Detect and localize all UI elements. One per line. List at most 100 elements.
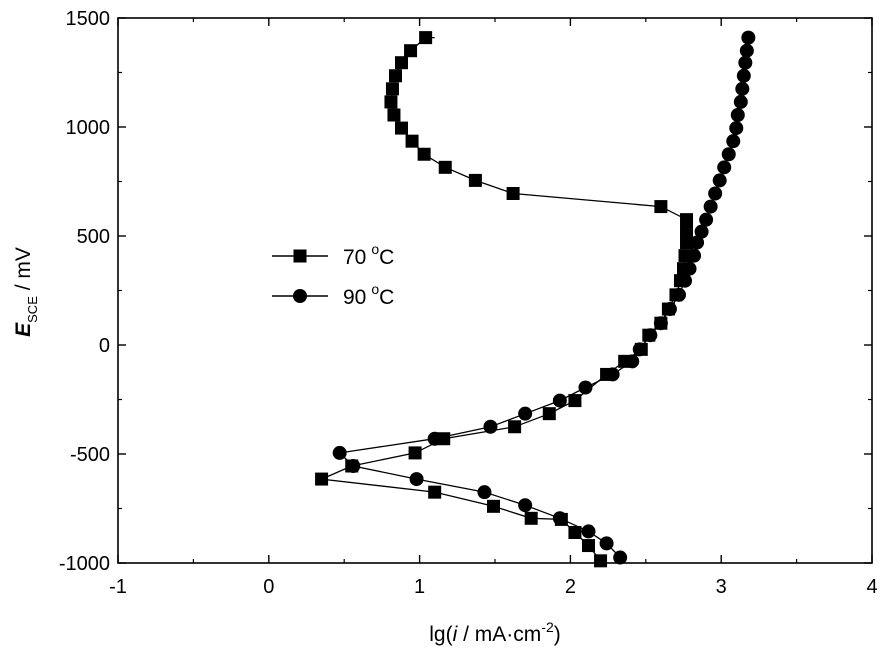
data-point-square bbox=[680, 213, 694, 227]
data-point-circle bbox=[741, 30, 756, 45]
data-point-square bbox=[486, 499, 500, 513]
data-point-circle bbox=[712, 173, 727, 188]
data-point-circle bbox=[653, 316, 668, 331]
data-point-circle bbox=[632, 342, 647, 357]
data-point-circle bbox=[552, 511, 567, 526]
data-point-square bbox=[405, 134, 419, 148]
data-point-square bbox=[542, 407, 556, 421]
data-point-circle bbox=[518, 498, 533, 513]
data-point-square bbox=[568, 525, 582, 539]
data-point-square bbox=[438, 160, 452, 174]
legend-degree-70: o bbox=[371, 241, 379, 257]
legend-label-90: 90 oC bbox=[343, 281, 394, 309]
series-line-1 bbox=[338, 37, 749, 558]
legend-number-70: 70 bbox=[343, 246, 366, 269]
data-point-circle bbox=[736, 68, 751, 83]
y-tick-label: 0 bbox=[99, 335, 110, 357]
data-point-square bbox=[506, 186, 520, 200]
data-point-circle bbox=[682, 261, 697, 276]
axis-ticks: -1 0 1 2 3 4 -1000 -500 0 500 1000 1500 bbox=[59, 8, 878, 598]
data-point-square bbox=[508, 420, 522, 434]
legend-number-90: 90 bbox=[343, 286, 366, 309]
data-point-square bbox=[395, 56, 409, 70]
y-axis-title-unit: / mV bbox=[12, 247, 35, 296]
data-point-circle bbox=[699, 212, 714, 227]
data-point-square bbox=[428, 485, 442, 499]
data-point-circle bbox=[662, 302, 677, 317]
data-point-circle bbox=[726, 134, 741, 149]
data-point-square bbox=[524, 511, 538, 525]
x-axis-title: lg(i / mA·cm-2) bbox=[429, 619, 560, 646]
data-point-square bbox=[680, 225, 694, 239]
data-point-circle bbox=[733, 94, 748, 109]
data-point-circle bbox=[483, 419, 498, 434]
data-point-circle bbox=[578, 380, 593, 395]
data-point-circle bbox=[643, 328, 658, 343]
data-point-square bbox=[680, 236, 694, 250]
data-point-square bbox=[419, 31, 433, 45]
data-point-circle bbox=[332, 445, 347, 460]
data-point-circle bbox=[678, 273, 693, 288]
data-point-circle bbox=[738, 55, 753, 70]
data-point-circle bbox=[694, 224, 709, 239]
data-point-circle bbox=[427, 431, 442, 446]
data-point-circle bbox=[708, 186, 723, 201]
x-axis-title-unit: / mA·cm bbox=[457, 623, 541, 646]
data-point-square bbox=[387, 108, 401, 122]
data-point-circle bbox=[625, 354, 640, 369]
x-axis-title-suffix: ) bbox=[554, 623, 561, 646]
y-tick-label: 500 bbox=[77, 226, 110, 248]
x-tick-label: 4 bbox=[866, 576, 877, 598]
data-point-square bbox=[594, 554, 608, 568]
data-point-circle bbox=[671, 287, 686, 302]
legend-label-70: 70 oC bbox=[343, 241, 394, 269]
data-point-square bbox=[315, 472, 329, 486]
data-point-circle bbox=[735, 81, 750, 96]
legend-marker-square bbox=[293, 249, 307, 263]
data-point-circle bbox=[717, 160, 732, 175]
x-tick-label: 1 bbox=[414, 576, 425, 598]
x-tick-label: -1 bbox=[109, 576, 127, 598]
legend-degree-90: o bbox=[371, 281, 379, 297]
data-point-circle bbox=[703, 199, 718, 214]
data-point-circle bbox=[552, 393, 567, 408]
data-point-square bbox=[654, 200, 668, 214]
data-point-square bbox=[408, 446, 422, 460]
legend-marker-circle bbox=[293, 289, 307, 303]
series-markers bbox=[315, 30, 756, 568]
y-axis-title-sub: SCE bbox=[25, 296, 40, 323]
legend-unit-70: C bbox=[379, 246, 394, 269]
y-axis-title: ESCE / mV bbox=[12, 247, 40, 337]
data-point-circle bbox=[599, 536, 614, 551]
data-point-circle bbox=[581, 524, 596, 539]
data-point-circle bbox=[409, 472, 424, 487]
plot-frame bbox=[117, 17, 873, 564]
data-point-circle bbox=[477, 485, 492, 500]
data-point-square bbox=[468, 173, 482, 187]
x-axis-title-var: i bbox=[453, 623, 459, 646]
data-point-circle bbox=[729, 121, 744, 136]
data-point-circle bbox=[613, 550, 628, 565]
data-point-circle bbox=[739, 43, 754, 58]
data-point-square bbox=[388, 69, 402, 83]
y-tick-label: -500 bbox=[70, 444, 110, 466]
x-axis-title-prefix: lg( bbox=[429, 623, 452, 646]
data-point-circle bbox=[690, 235, 705, 250]
data-point-circle bbox=[518, 406, 533, 421]
x-axis-title-exp: -2 bbox=[541, 619, 554, 635]
data-point-square bbox=[404, 44, 418, 58]
data-point-square bbox=[417, 147, 431, 161]
data-point-square bbox=[395, 121, 409, 135]
y-axis-title-var: E bbox=[12, 322, 35, 337]
x-tick-label: 2 bbox=[565, 576, 576, 598]
data-point-square bbox=[581, 539, 595, 553]
y-tick-label: -1000 bbox=[59, 553, 110, 575]
x-tick-label: 3 bbox=[716, 576, 727, 598]
y-tick-label: 1000 bbox=[66, 117, 111, 139]
data-point-circle bbox=[346, 458, 361, 473]
data-point-square bbox=[568, 394, 582, 408]
y-tick-label: 1500 bbox=[66, 8, 111, 30]
series-line-0 bbox=[319, 36, 688, 562]
data-point-square bbox=[384, 95, 398, 109]
